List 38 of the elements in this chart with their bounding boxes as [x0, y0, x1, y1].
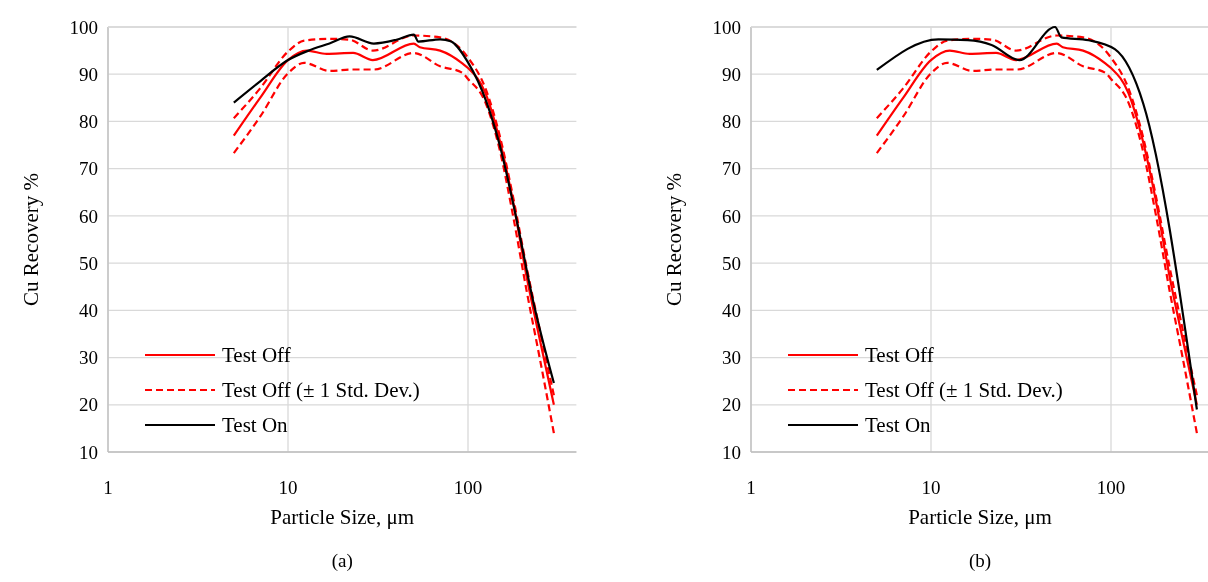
x-tick-label: 1 [746, 477, 756, 498]
y-tick-label: 100 [712, 16, 741, 38]
x-tick-label: 100 [453, 477, 483, 498]
y-tick-label: 70 [79, 158, 98, 180]
x-tick-label: 10 [921, 477, 941, 498]
x-axis-title: Particle Size, μm [908, 505, 1052, 529]
x-axis-title: Particle Size, μm [270, 505, 415, 529]
legend-label: Test Off [865, 343, 934, 368]
y-tick-label: 90 [79, 63, 98, 85]
y-tick-label: 20 [79, 394, 98, 416]
y-tick-label: 70 [722, 158, 741, 180]
x-tick-label: 100 [1096, 477, 1126, 498]
legend-label: Test Off (± 1 Std. Dev.) [222, 378, 420, 403]
y-tick-label: 30 [722, 347, 741, 369]
legend-label: Test On [222, 413, 289, 438]
y-tick-label: 40 [79, 299, 98, 321]
y-axis-title: Cu Recovery % [19, 173, 43, 306]
y-tick-label: 60 [79, 205, 98, 227]
text: (a) [331, 550, 353, 572]
legend-label: Test On [865, 413, 932, 438]
y-tick-label: 20 [722, 394, 741, 416]
y-tick-label: 80 [79, 111, 98, 133]
y-tick-label: 50 [722, 252, 741, 274]
y-tick-label: 80 [722, 111, 741, 133]
x-tick-label: 10 [278, 477, 298, 498]
y-tick-label: 90 [722, 63, 741, 85]
y-axis-title: Cu Recovery % [662, 173, 686, 306]
x-tick-label: 1 [103, 477, 113, 498]
y-tick-label: 30 [79, 347, 98, 369]
text: (b) [968, 550, 992, 572]
y-tick-label: 10 [722, 441, 741, 463]
y-tick-label: 100 [69, 16, 98, 38]
legend-label: Test Off (± 1 Std. Dev.) [865, 378, 1063, 403]
legend-label: Test Off [222, 343, 291, 368]
y-tick-label: 40 [722, 299, 741, 321]
y-tick-label: 60 [722, 205, 741, 227]
y-tick-label: 50 [79, 252, 98, 274]
y-tick-label: 10 [79, 441, 98, 463]
